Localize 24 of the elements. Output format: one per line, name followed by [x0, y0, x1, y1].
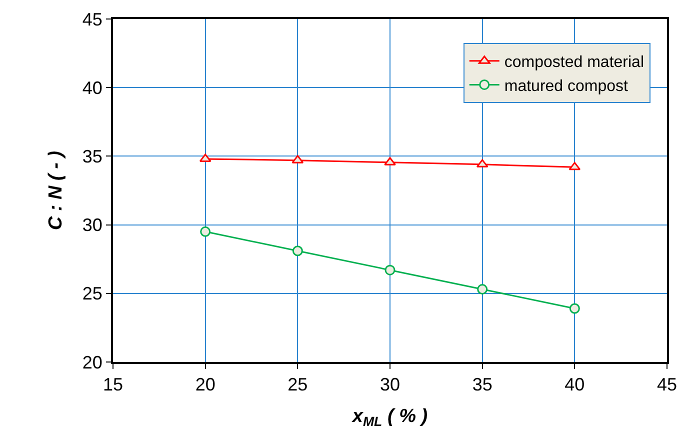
x-axis-title: x$_{ML}$ ( % ) — [351, 406, 428, 429]
x-tick-label: 20 — [195, 374, 216, 395]
y-tick-label: 45 — [82, 9, 102, 30]
y-tick-label: 40 — [82, 78, 102, 98]
point — [384, 157, 396, 166]
legend-label: matured compost — [504, 78, 629, 95]
y-tick-label: 25 — [82, 284, 102, 304]
y-axis-title: C : N ( - ) — [46, 150, 67, 230]
x-tick-label: 15 — [102, 374, 124, 395]
point — [569, 303, 580, 314]
y-tick-label: 30 — [82, 215, 102, 236]
x-tick-label: 35 — [472, 374, 492, 395]
x-tick-label: 45 — [656, 374, 678, 395]
point — [200, 226, 211, 237]
y-tick-label: 35 — [82, 146, 102, 166]
point — [477, 284, 488, 295]
y-tick-label: 20 — [82, 352, 102, 372]
point — [384, 264, 396, 276]
x-tick-label: 30 — [380, 374, 400, 395]
x-tick-label: 40 — [564, 374, 585, 395]
legend-label: composted material — [504, 54, 644, 72]
point — [568, 162, 581, 170]
x-tick-label: 25 — [288, 374, 308, 395]
point — [292, 246, 303, 256]
